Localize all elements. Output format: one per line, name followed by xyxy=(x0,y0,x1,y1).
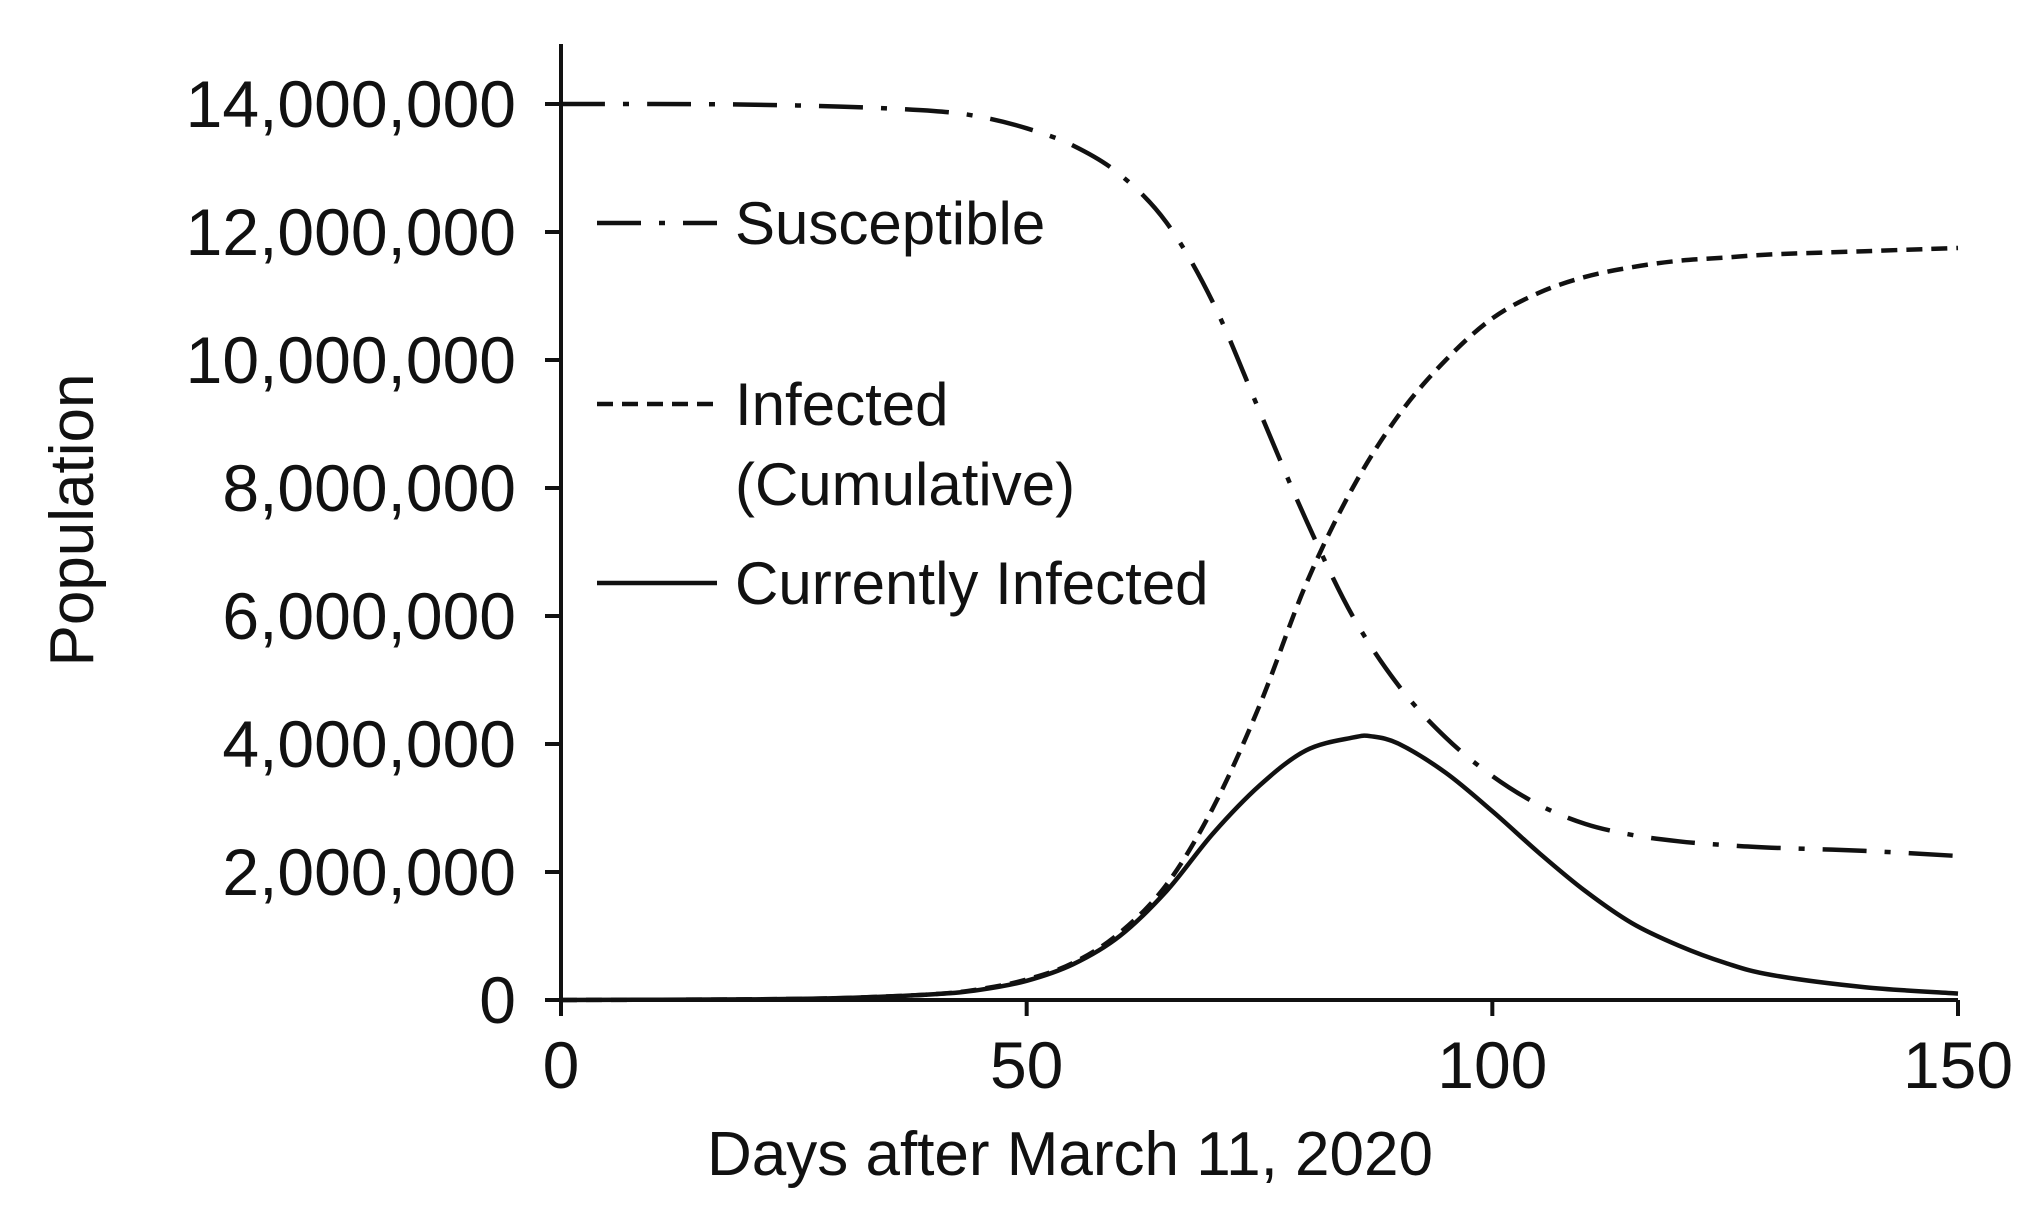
y-tick-label: 10,000,000 xyxy=(186,323,516,397)
x-tick-label: 150 xyxy=(1903,1028,2013,1102)
y-tick-label: 0 xyxy=(479,963,516,1037)
y-tick-label: 4,000,000 xyxy=(222,707,516,781)
y-tick-label: 14,000,000 xyxy=(186,67,516,141)
series-line-infected-cumulative xyxy=(560,245,1959,1003)
x-tick-label: 100 xyxy=(1437,1028,1547,1102)
series-layer xyxy=(560,101,1959,1003)
legend: Susceptible Infected (Cumulative) Currently… xyxy=(597,190,1209,617)
axes-layer xyxy=(559,44,1958,1002)
legend-label: Currently Infected xyxy=(735,550,1209,617)
series-line-currently-infected xyxy=(560,733,1959,1003)
y-tick-label: 8,000,000 xyxy=(222,451,516,525)
series-line-susceptible xyxy=(560,101,1959,859)
legend-label: Susceptible xyxy=(735,190,1045,257)
x-axis-ticks: 0 50 100 150 xyxy=(543,1000,2013,1102)
x-axis-title: Days after March 11, 2020 xyxy=(707,1120,1433,1189)
y-axis-title: Population xyxy=(38,373,107,666)
x-tick-label: 0 xyxy=(543,1028,580,1102)
y-tick-label: 12,000,000 xyxy=(186,195,516,269)
x-tick-label: 50 xyxy=(990,1028,1063,1102)
y-tick-label: 6,000,000 xyxy=(222,579,516,653)
y-axis-ticks: 0 2,000,000 4,000,000 6,000,000 8,000,000 10,… xyxy=(186,67,561,1037)
y-tick-label: 2,000,000 xyxy=(222,835,516,909)
legend-label: Infected (Cumulative) xyxy=(735,371,1075,518)
